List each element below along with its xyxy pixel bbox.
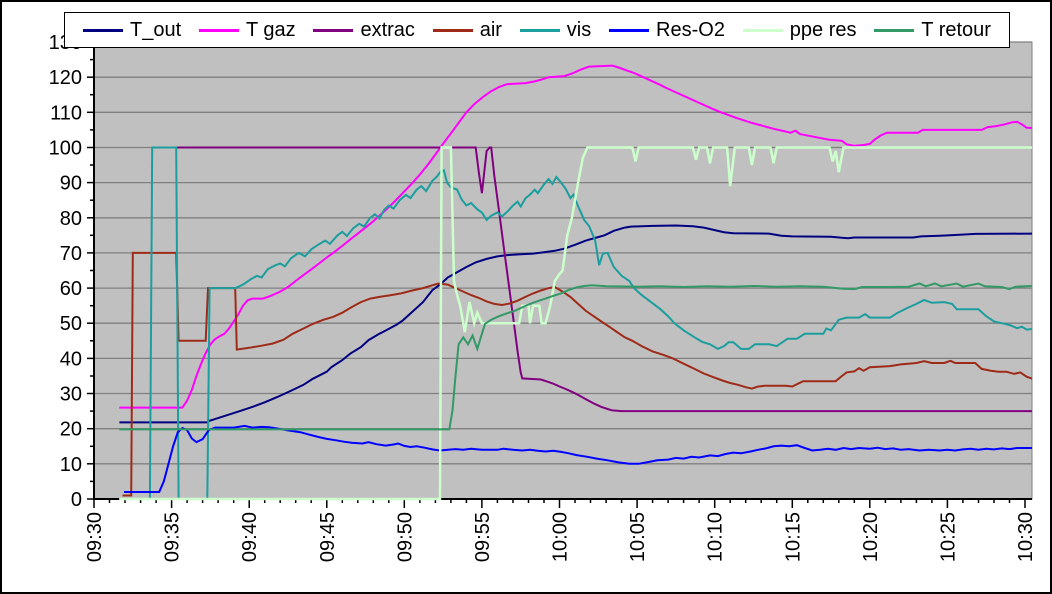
y-tick-label: 10 (60, 454, 82, 476)
x-tick-label: 09:35 (162, 512, 184, 562)
legend-label: vis (566, 19, 592, 41)
x-tick-label: 10:10 (705, 512, 727, 562)
series-vis (119, 146, 1032, 500)
legend-label: Res-O2 (656, 19, 725, 41)
chart-legend: T_out T gaz extrac air vis Res-O2 ppe res T ret… (64, 12, 1010, 48)
legend-item-t-gaz[interactable]: T gaz (198, 19, 296, 41)
y-tick-label: 80 (60, 208, 82, 230)
legend-swatch (313, 28, 354, 32)
x-tick-label: 09:55 (472, 512, 494, 562)
series-t-gaz (119, 64, 1032, 409)
legend-item-ppe-res[interactable]: ppe res (742, 19, 857, 41)
legend-item-res-o2[interactable]: Res-O2 (609, 20, 725, 40)
legend-swatch (83, 28, 123, 32)
x-tick-label: 09:50 (394, 512, 416, 562)
y-tick-label: 120 (49, 67, 82, 89)
legend-swatch (519, 28, 560, 32)
x-tick-label: 10:15 (782, 512, 804, 562)
y-tick-label: 110 (50, 102, 82, 124)
legend-swatch (874, 28, 915, 32)
x-tick-label: 10:25 (937, 512, 959, 562)
series-group (119, 64, 1032, 501)
y-tick-label: 90 (60, 173, 82, 195)
x-tick-label: 09:40 (239, 512, 261, 562)
y-tick-label: 100 (49, 137, 82, 159)
legend-item-air[interactable]: air (432, 19, 502, 41)
legend-item-vis[interactable]: vis (519, 19, 592, 41)
legend-label: ppe res (789, 19, 857, 41)
x-tick-label: 09:30 (84, 512, 106, 562)
y-tick-label: 60 (60, 278, 82, 300)
y-tick-label: 50 (60, 313, 82, 335)
x-tick-label: 10:20 (860, 512, 882, 562)
x-tick-label: 09:45 (317, 512, 339, 562)
legend-swatch (432, 28, 473, 32)
y-tick-label: 30 (60, 384, 82, 406)
x-tick-label: 10:05 (627, 512, 649, 562)
series-t_out (119, 224, 1032, 424)
y-tick-label: 40 (60, 348, 82, 370)
series-ppe-res (119, 146, 1032, 501)
x-tick-label: 10:00 (550, 512, 572, 562)
legend-label: extrac (360, 19, 415, 41)
legend-label: T_out (130, 19, 182, 41)
y-tick-label: 20 (60, 419, 82, 441)
legend-swatch (198, 28, 239, 32)
legend-swatch (742, 28, 783, 32)
legend-label: air (479, 19, 502, 41)
series-air (122, 251, 1032, 497)
legend-item-t-retour[interactable]: T retour (874, 20, 991, 40)
x-tick-label: 10:30 (1015, 512, 1037, 562)
legend-label: T gaz (245, 19, 296, 41)
legend-swatch (609, 28, 650, 32)
legend-label: T retour (921, 19, 991, 41)
y-tick-label: 70 (60, 243, 82, 265)
series-t-retour (119, 282, 1032, 431)
legend-item-t_out[interactable]: T_out (83, 20, 181, 40)
series-extrac (152, 146, 1032, 413)
legend-item-extrac[interactable]: extrac (313, 19, 415, 41)
y-tick-label: 0 (71, 489, 82, 511)
